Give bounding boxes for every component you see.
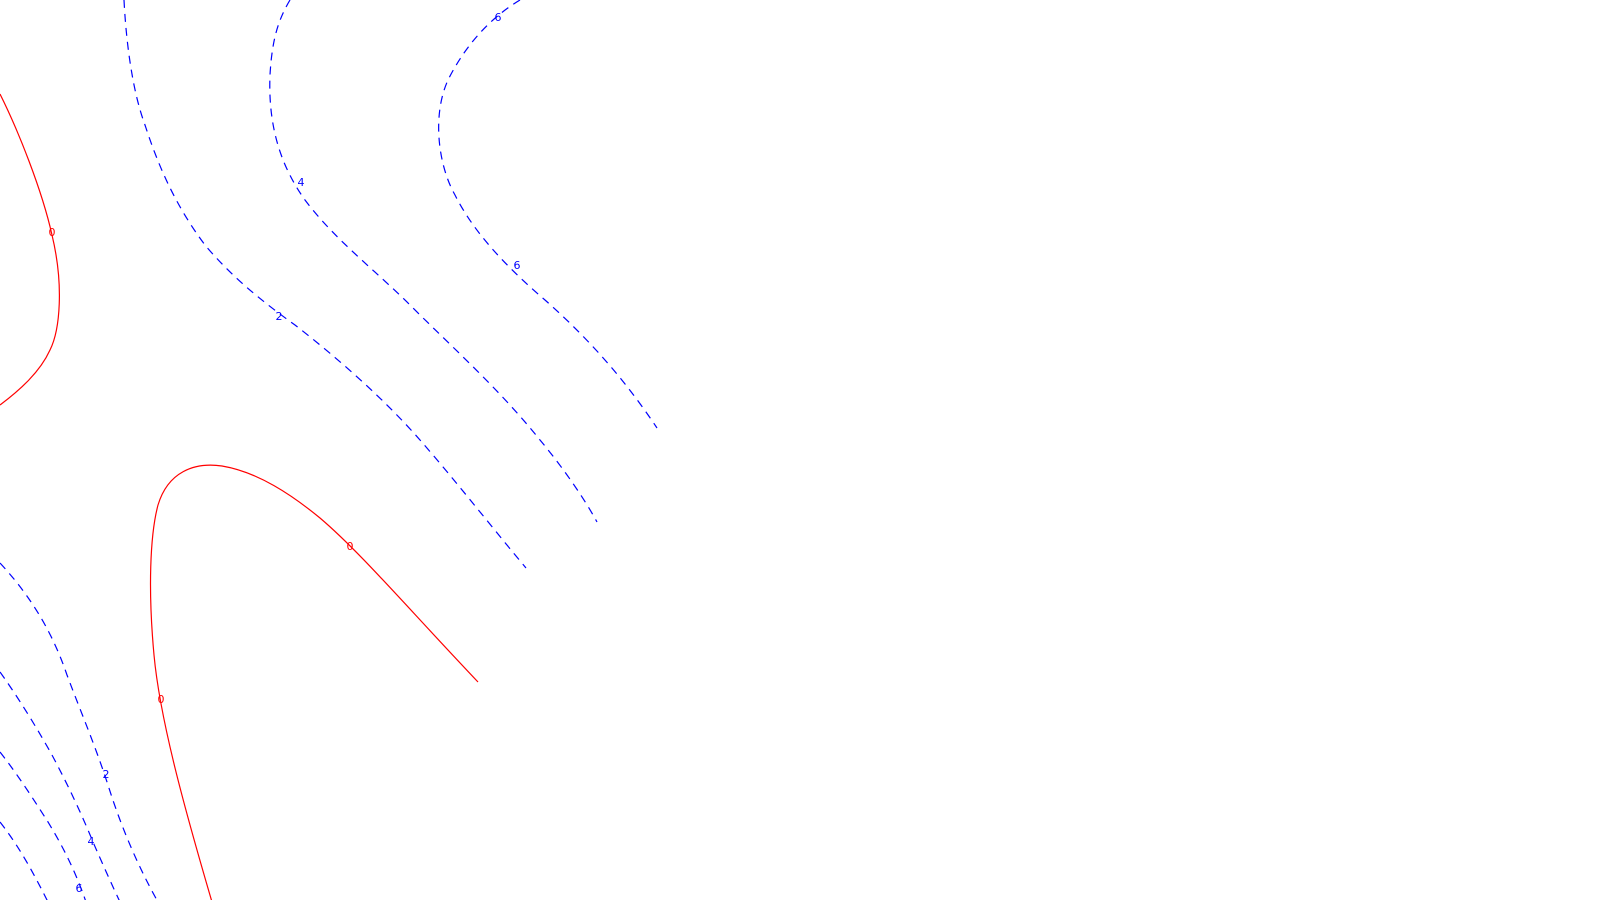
- contour-line-lower-outer: [0, 821, 48, 900]
- contour-line-level-2-upper: [123, 0, 527, 569]
- contour-label-2-upper: 2: [276, 310, 283, 323]
- contour-line-level-2-lower: [0, 562, 158, 900]
- contour-label-6-top: 6: [495, 11, 502, 24]
- contour-label-0-center: 0: [347, 540, 354, 553]
- contour-label-4-lower: 4: [88, 835, 95, 848]
- contour-label-4-upper: 4: [298, 176, 305, 189]
- contour-line-level-4-lower: [0, 671, 120, 900]
- contour-label-6-lower: 6: [76, 882, 83, 895]
- contour-line-zero-center: [149, 464, 479, 900]
- contour-label-0-lower: 0: [158, 693, 165, 706]
- contour-line-level-6-lower: [0, 751, 86, 900]
- contour-line-zero-upper-left: [0, 93, 60, 406]
- contour-line-level-6-upper: [438, 0, 658, 429]
- contour-label-2-lower: 2: [103, 768, 110, 781]
- contour-line-level-4-upper: [269, 0, 598, 523]
- contour-label-6-middle: 6: [514, 259, 521, 272]
- contour-label-0-upper-left: 0: [49, 226, 56, 239]
